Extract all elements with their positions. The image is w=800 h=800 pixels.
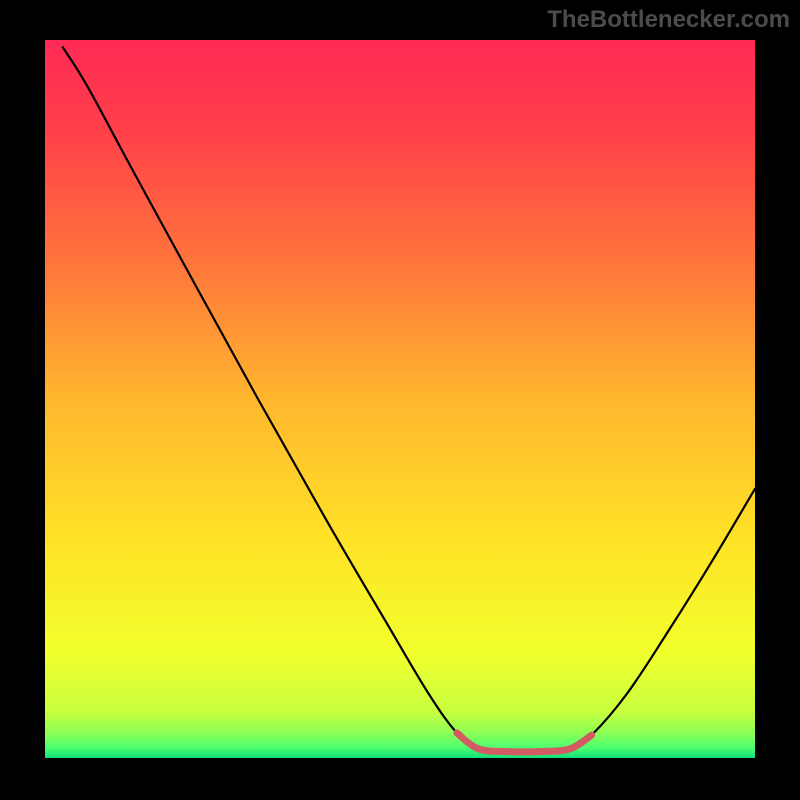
plot-area [45, 40, 755, 758]
gradient-background [45, 40, 755, 758]
plot-svg [45, 40, 755, 758]
chart-container: TheBottlenecker.com [0, 0, 800, 800]
watermark-text: TheBottlenecker.com [547, 6, 790, 34]
